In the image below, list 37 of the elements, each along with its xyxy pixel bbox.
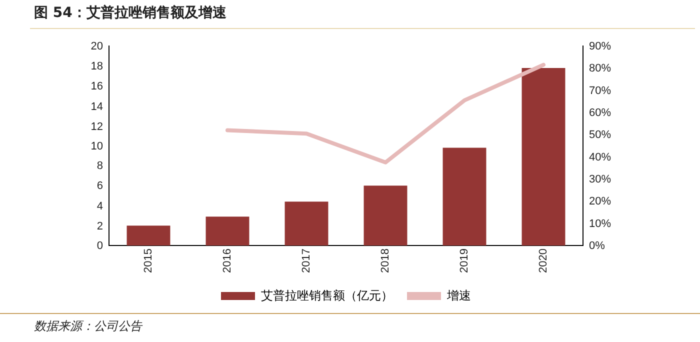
y-tick-label: 10	[90, 140, 103, 152]
y-tick-label: 4	[96, 200, 103, 213]
y2-tick-label: 50%	[589, 129, 612, 142]
bar	[284, 202, 328, 246]
y-tick-label: 20	[90, 40, 103, 52]
bar	[522, 68, 566, 246]
y-tick-label: 0	[96, 240, 103, 252]
y-tick-label: 18	[90, 60, 103, 72]
legend-label: 增速	[446, 288, 471, 302]
bar	[126, 226, 170, 246]
y2-tick-label: 20%	[589, 196, 612, 208]
y2-tick-label: 10%	[589, 218, 612, 230]
y2-tick-label: 40%	[589, 151, 612, 164]
y-tick-label: 2	[96, 220, 103, 233]
x-tick-label: 2015	[142, 248, 155, 274]
y-tick-label: 6	[96, 180, 103, 192]
bar	[364, 186, 408, 246]
y-tick-label: 14	[90, 100, 103, 113]
x-tick-label: 2017	[300, 248, 313, 274]
x-tick-label: 2020	[538, 248, 550, 274]
legend-label: 艾普拉唑销售额（亿元）	[261, 288, 393, 302]
bar	[206, 216, 250, 246]
y-tick-label: 16	[90, 80, 103, 92]
y2-tick-label: 80%	[589, 62, 612, 75]
y-tick-label: 12	[90, 120, 103, 133]
x-tick-label: 2018	[380, 248, 392, 274]
bar	[442, 148, 486, 246]
y2-tick-label: 70%	[589, 84, 612, 97]
y2-tick-label: 30%	[589, 174, 612, 186]
y2-tick-label: 0%	[589, 240, 606, 252]
source-note: 数据来源：公司公告	[34, 318, 142, 335]
x-tick-label: 2019	[458, 248, 471, 274]
y-tick-label: 8	[96, 160, 103, 172]
y2-tick-label: 90%	[589, 40, 612, 52]
chart-title: 图 54：艾普拉唑销售额及增速	[34, 4, 226, 22]
y2-tick-label: 60%	[589, 107, 612, 120]
x-tick-label: 2016	[222, 248, 234, 274]
